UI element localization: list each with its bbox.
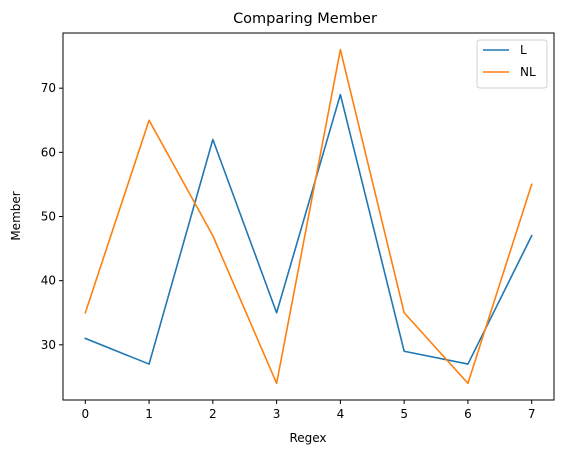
legend-box (476, 39, 548, 89)
y-tick-label: 70 (41, 81, 56, 95)
x-axis-label: Regex (289, 431, 326, 445)
x-tick-label: 4 (337, 407, 345, 421)
plot-area (84, 48, 533, 385)
y-axis: 30 40 50 60 70 (41, 81, 63, 352)
series-line-nl (84, 48, 533, 385)
chart-title: Comparing Member (233, 11, 377, 27)
x-tick-label: 0 (81, 407, 89, 421)
x-tick-label: 7 (528, 407, 536, 421)
y-tick-label: 40 (41, 274, 56, 288)
x-tick-label: 1 (145, 407, 153, 421)
legend-label-nl: NL (520, 65, 536, 79)
legend: L NL (476, 39, 548, 89)
legend-label-l: L (520, 43, 527, 57)
x-axis: 0 1 2 3 4 5 6 7 (81, 400, 536, 421)
y-axis-label: Member (9, 191, 23, 240)
y-tick-label: 50 (41, 210, 56, 224)
x-tick-label: 3 (273, 407, 281, 421)
x-tick-label: 6 (464, 407, 472, 421)
series-line-l (84, 93, 533, 365)
x-tick-label: 2 (209, 407, 217, 421)
y-tick-label: 30 (41, 338, 56, 352)
x-tick-label: 5 (400, 407, 408, 421)
y-tick-label: 60 (41, 145, 56, 159)
